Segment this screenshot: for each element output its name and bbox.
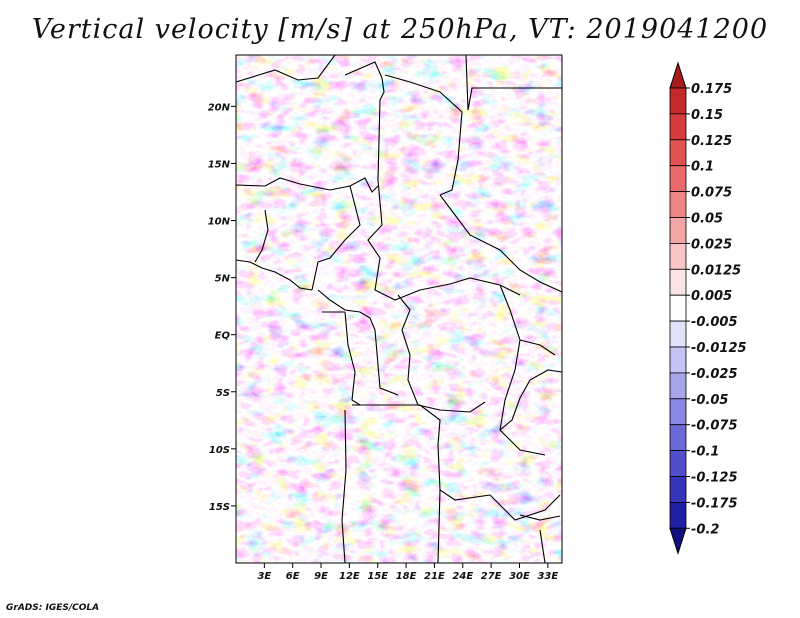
x-tick-label: 30E [509, 571, 530, 582]
x-axis: 3E 6E 9E 12E 15E 18E 21E 24E 27E 30E 33E [257, 563, 558, 582]
y-tick-label: EQ [215, 331, 231, 342]
colorbar-label: 0.025 [691, 237, 732, 252]
colorbar-swatch [669, 268, 687, 296]
colorbar-swatch [669, 165, 687, 192]
colorbar-swatch [669, 476, 687, 503]
colorbar-label: 0.05 [691, 212, 723, 227]
map-title: Vertical velocity [m/s] at 250hPa, VT: 2… [31, 14, 769, 45]
colorbar-swatch [669, 372, 687, 400]
x-tick-label: 12E [339, 571, 360, 582]
colorbar-label: -0.075 [691, 419, 738, 434]
y-axis: 20N 15N 10N 5N EQ 5S 10S 15S [208, 102, 236, 513]
colorbar-swatch [669, 294, 687, 322]
colorbar-swatch [669, 217, 687, 244]
map-frame [235, 54, 563, 564]
colorbar-swatch [669, 320, 687, 348]
x-tick-label: 21E [424, 571, 445, 582]
colorbar-top-triangle [669, 61, 687, 89]
x-tick-label: 9E [314, 571, 328, 582]
x-tick-label: 6E [286, 571, 300, 582]
y-tick-label: 20N [208, 102, 231, 113]
colorbar-swatch [669, 450, 687, 477]
map-field [236, 55, 562, 563]
x-tick-label: 33E [537, 571, 558, 582]
y-tick-label: 5S [216, 388, 230, 399]
colorbar-label: -0.125 [691, 471, 738, 486]
colorbar-swatch [669, 242, 687, 270]
colorbar-label: -0.005 [691, 315, 738, 330]
colorbar-swatch [669, 424, 687, 452]
x-tick-label: 3E [257, 571, 271, 582]
y-tick-label: 10S [209, 445, 230, 456]
colorbar-swatch [669, 113, 687, 141]
colorbar-swatch [669, 346, 687, 374]
colorbar-swatch [669, 398, 687, 426]
x-tick-label: 24E [452, 571, 473, 582]
x-tick-label: 27E [481, 571, 502, 582]
y-tick-label: 5N [215, 274, 231, 285]
colorbar-label: 0.0125 [691, 263, 741, 278]
colorbar-label: 0.15 [691, 108, 723, 123]
colorbar-swatch [669, 501, 687, 529]
colorbar-label: -0.175 [691, 496, 738, 511]
colorbar-swatch [669, 139, 687, 167]
colorbar-label: 0.075 [691, 186, 732, 201]
y-tick-label: 15S [209, 502, 230, 513]
y-tick-label: 15N [208, 159, 231, 170]
colorbar-label: 0.125 [691, 134, 732, 149]
colorbar-swatch [669, 191, 687, 218]
colorbar-label: -0.0125 [691, 341, 747, 356]
colorbar-label: 0.005 [691, 289, 732, 304]
colorbar-label: -0.1 [691, 445, 719, 460]
colorbar-label: -0.2 [691, 522, 719, 537]
colorbar-swatch [669, 87, 687, 115]
border-lines [236, 55, 562, 563]
grads-credit: GrADS: IGES/COLA [6, 603, 100, 613]
colorbar-bottom-triangle [669, 527, 687, 555]
y-tick-label: 10N [208, 217, 231, 228]
x-tick-label: 18E [396, 571, 417, 582]
colorbar-label: 0.1 [691, 160, 714, 175]
colorbar: 0.175 0.15 0.125 0.1 0.075 0.05 0.025 0.0125 0.0… [669, 61, 747, 555]
map-panel [235, 54, 563, 564]
colorbar-label: -0.05 [691, 393, 728, 408]
colorbar-label: 0.175 [691, 82, 732, 97]
colorbar-label: -0.025 [691, 367, 738, 382]
x-tick-label: 15E [367, 571, 388, 582]
